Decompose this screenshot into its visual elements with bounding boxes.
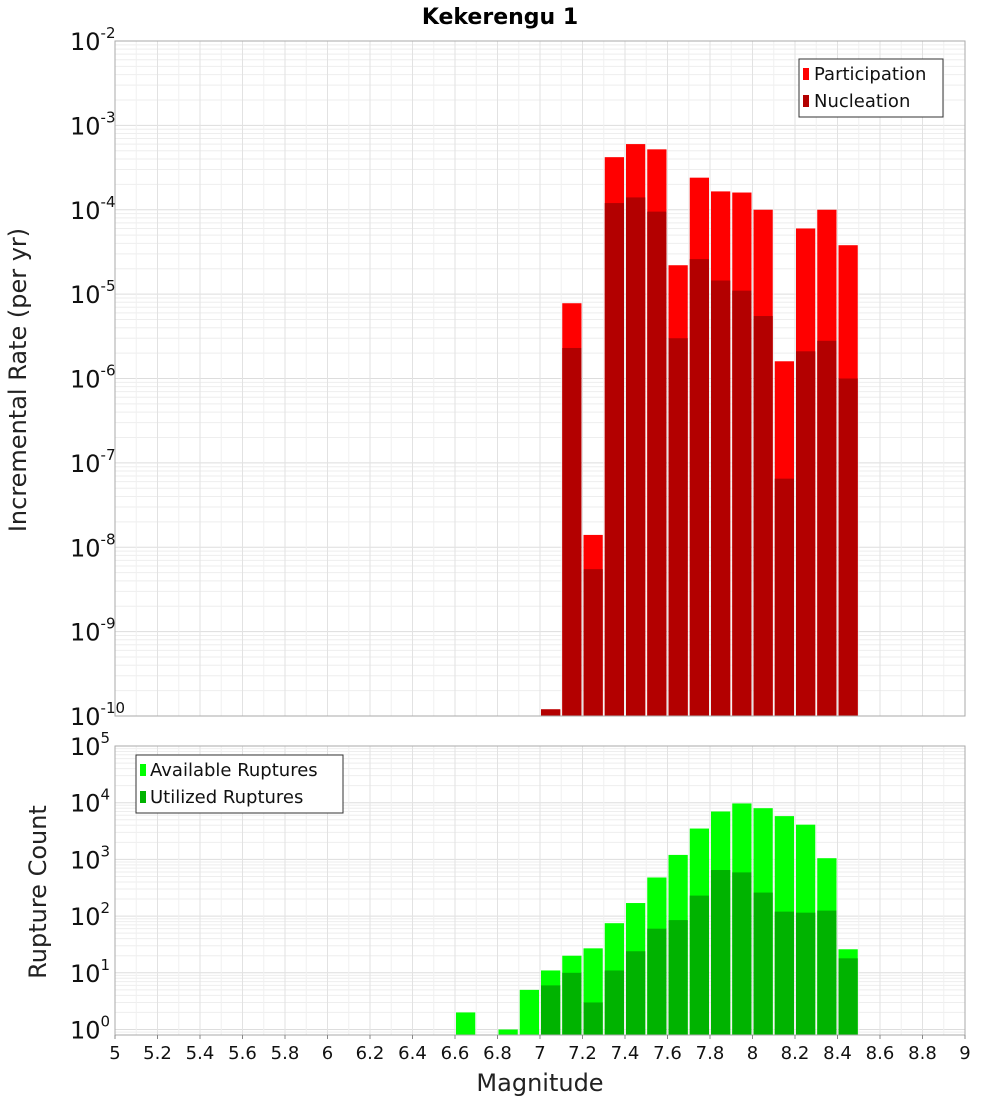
bottom-y-axis-label: Rupture Count bbox=[24, 805, 52, 979]
x-tick-label: 7.6 bbox=[653, 1043, 682, 1064]
y-tick-label: 10-9 bbox=[70, 615, 116, 647]
legend-box bbox=[135, 754, 344, 814]
bottom-bars bbox=[456, 803, 858, 1035]
utilized-ruptures-bar bbox=[562, 972, 582, 1035]
x-tick-label: 5.8 bbox=[271, 1043, 300, 1064]
y-tick-label: 105 bbox=[70, 729, 110, 761]
available-ruptures-bar bbox=[519, 989, 539, 1035]
top-legend: Participation Nucleation bbox=[798, 58, 944, 118]
available-ruptures-bar bbox=[498, 1029, 518, 1035]
bottom-plot: 100 101 102 103 104 105 5 5.2 5.4 5.6 5.8 6 6.2 6.4 6… bbox=[24, 729, 971, 1097]
utilized-ruptures-bar bbox=[753, 892, 773, 1035]
y-tick-label: 10-7 bbox=[70, 446, 116, 478]
x-tick-label: 8 bbox=[747, 1043, 758, 1064]
top-plot-frame bbox=[114, 40, 966, 717]
top-y-axis-label: Incremental Rate (per yr) bbox=[4, 228, 32, 532]
chart-title: Kekerengu 1 bbox=[422, 5, 578, 30]
top-plot: 10-10 10-9 10-8 10-7 10-6 10-5 10-4 10-3 10-2 In… bbox=[4, 24, 966, 731]
utilized-ruptures-bar bbox=[817, 910, 837, 1035]
utilized-ruptures-bar bbox=[796, 912, 816, 1035]
nucleation-bar bbox=[689, 259, 709, 716]
nucleation-bar bbox=[817, 340, 837, 716]
x-tick-label: 9 bbox=[959, 1043, 970, 1064]
x-tick-label: 6.8 bbox=[483, 1043, 512, 1064]
nucleation-bar bbox=[838, 378, 858, 716]
utilized-ruptures-bar bbox=[711, 870, 731, 1035]
legend-swatch bbox=[803, 95, 809, 107]
utilized-ruptures-bar bbox=[583, 1002, 603, 1035]
y-tick-label: 10-10 bbox=[70, 699, 125, 731]
utilized-ruptures-bar bbox=[732, 872, 752, 1035]
nucleation-bar bbox=[774, 478, 794, 716]
x-tick-label: 6.2 bbox=[356, 1043, 385, 1064]
x-tick-label: 6.6 bbox=[441, 1043, 470, 1064]
utilized-ruptures-bar bbox=[604, 970, 624, 1035]
bottom-legend: Available Ruptures Utilized Ruptures bbox=[135, 754, 344, 814]
y-tick-label: 104 bbox=[70, 786, 110, 818]
x-tick-label: 8.8 bbox=[908, 1043, 937, 1064]
nucleation-bar bbox=[796, 351, 816, 716]
y-tick-label: 10-5 bbox=[70, 277, 116, 309]
x-tick-label: 5.6 bbox=[228, 1043, 257, 1064]
top-bars bbox=[541, 144, 858, 717]
x-tick-label: 7.8 bbox=[696, 1043, 725, 1064]
nucleation-bar bbox=[647, 211, 667, 716]
utilized-ruptures-bar bbox=[774, 911, 794, 1035]
legend-box bbox=[798, 58, 944, 118]
top-grid bbox=[114, 40, 966, 717]
y-tick-label: 10-2 bbox=[70, 24, 116, 56]
nucleation-bar bbox=[753, 316, 773, 716]
available-ruptures-bar bbox=[456, 1012, 476, 1035]
legend-swatch bbox=[803, 68, 809, 80]
legend-label: Utilized Ruptures bbox=[150, 787, 303, 808]
x-tick-label: 8.4 bbox=[823, 1043, 852, 1064]
x-tick-label: 5.2 bbox=[143, 1043, 172, 1064]
utilized-ruptures-bar bbox=[838, 958, 858, 1035]
x-tick-label: 7 bbox=[534, 1043, 545, 1064]
nucleation-bar bbox=[583, 569, 603, 716]
y-tick-label: 10-4 bbox=[70, 193, 116, 225]
x-tick-label: 5.4 bbox=[186, 1043, 215, 1064]
x-tick-label: 8.6 bbox=[866, 1043, 895, 1064]
legend-label: Available Ruptures bbox=[150, 760, 318, 781]
nucleation-bar bbox=[732, 290, 752, 716]
y-tick-label: 102 bbox=[70, 899, 110, 931]
legend-label: Nucleation bbox=[814, 91, 910, 112]
y-tick-label: 10-8 bbox=[70, 530, 116, 562]
utilized-ruptures-bar bbox=[626, 951, 646, 1035]
bottom-y-ticks: 100 101 102 103 104 105 bbox=[70, 729, 110, 1045]
y-tick-label: 101 bbox=[70, 956, 110, 988]
x-axis-label: Magnitude bbox=[476, 1069, 603, 1097]
x-tick-label: 5 bbox=[109, 1043, 120, 1064]
x-tick-label: 6 bbox=[322, 1043, 333, 1064]
x-ticks: 5 5.2 5.4 5.6 5.8 6 6.2 6.4 6.6 6.8 7 7.2 7.4 7.6 7.8 8… bbox=[109, 1035, 971, 1064]
x-tick-label: 7.4 bbox=[611, 1043, 640, 1064]
nucleation-bar bbox=[626, 197, 646, 717]
nucleation-bar bbox=[711, 280, 731, 716]
y-tick-label: 100 bbox=[70, 1013, 110, 1045]
top-y-ticks: 10-10 10-9 10-8 10-7 10-6 10-5 10-4 10-3 10-2 bbox=[70, 24, 125, 731]
legend-label: Participation bbox=[814, 64, 926, 85]
legend-swatch bbox=[140, 791, 146, 803]
legend-swatch bbox=[140, 764, 146, 776]
nucleation-bar bbox=[668, 338, 688, 716]
utilized-ruptures-bar bbox=[541, 985, 561, 1035]
y-tick-label: 10-6 bbox=[70, 362, 116, 394]
y-tick-label: 103 bbox=[70, 842, 110, 874]
utilized-ruptures-bar bbox=[647, 928, 667, 1035]
utilized-ruptures-bar bbox=[668, 920, 688, 1035]
y-tick-label: 10-3 bbox=[70, 108, 116, 140]
utilized-ruptures-bar bbox=[689, 895, 709, 1035]
x-tick-label: 8.2 bbox=[781, 1043, 810, 1064]
nucleation-bar bbox=[604, 203, 624, 716]
nucleation-bar bbox=[562, 347, 582, 716]
x-tick-label: 7.2 bbox=[568, 1043, 597, 1064]
nucleation-bar bbox=[541, 709, 561, 716]
x-tick-label: 6.4 bbox=[398, 1043, 427, 1064]
